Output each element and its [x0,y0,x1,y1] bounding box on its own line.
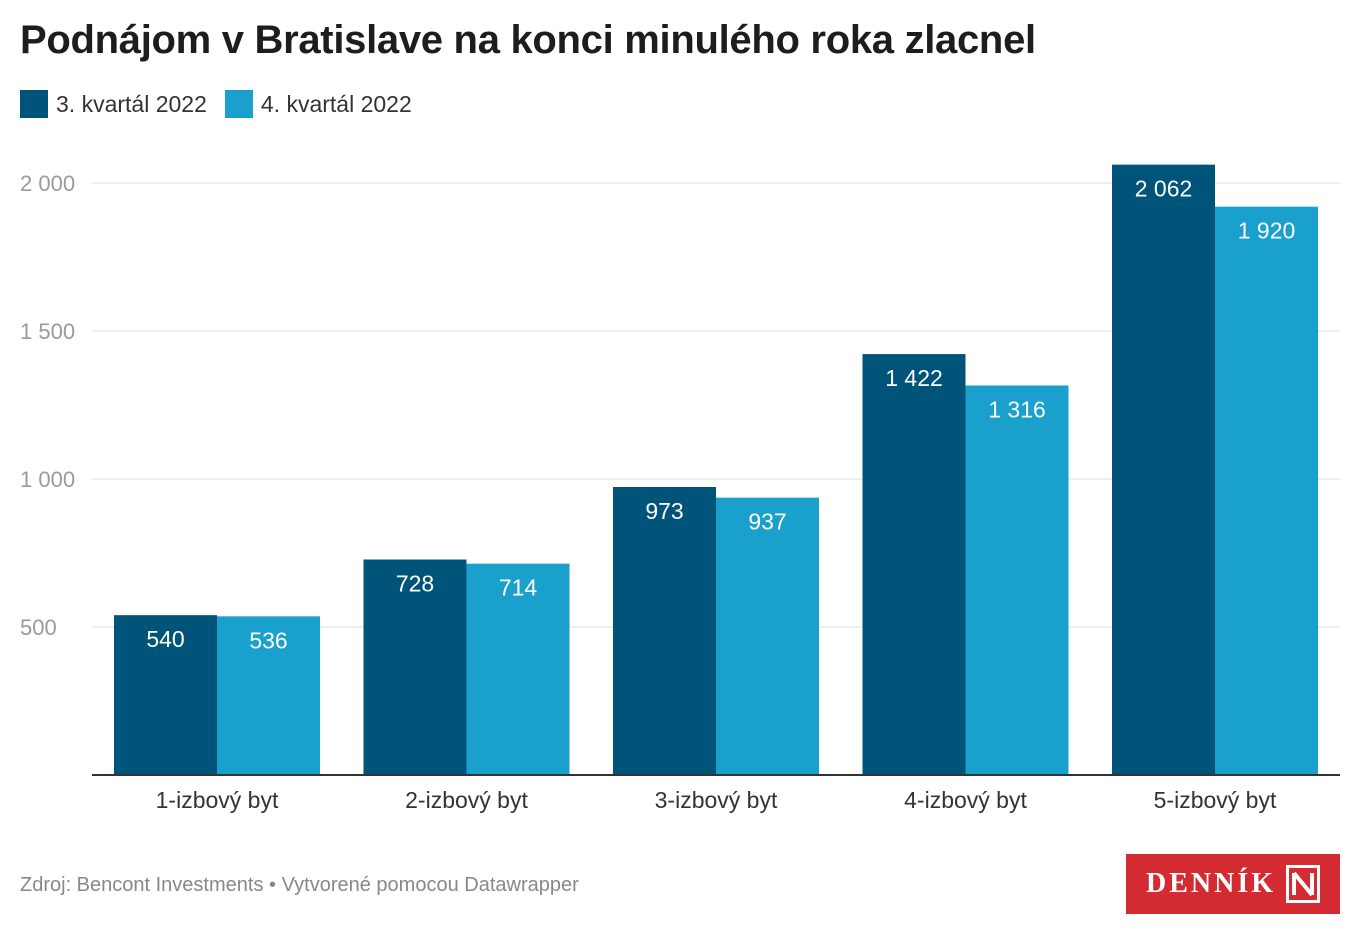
bar [1112,164,1215,775]
bar [466,563,570,775]
x-tick-label: 4-izbový byt [904,787,1027,813]
bar-value-label: 540 [146,626,184,652]
legend-label-q4: 4. kvartál 2022 [260,90,412,117]
bar-value-label: 2 062 [1135,176,1193,202]
bar-value-label: 714 [499,575,538,601]
bar [1215,206,1318,775]
bar-value-label: 1 422 [885,365,943,391]
bar-chart: 500 1 000 1 500 2 000 540 536 1-izbový byt 728 7… [20,164,1340,813]
x-tick-label: 3-izbový byt [655,787,778,813]
y-tick-label: 1 500 [20,319,75,344]
bar-value-label: 728 [396,571,434,597]
chart-title: Podnájom v Bratislave na konci minulého … [20,18,1036,62]
source-footer: Zdroj: Bencont Investments • Vytvorené p… [20,874,579,896]
bar [965,385,1069,775]
bar [613,486,716,775]
legend-label-q3: 3. kvartál 2022 [56,90,207,117]
logo-text: DENNÍK [1145,868,1276,899]
bar-value-label: 536 [249,627,287,653]
x-tick-label: 2-izbový byt [405,787,528,813]
n-logo-icon [1286,865,1320,903]
bar-value-label: 1 316 [988,396,1046,422]
bar [114,615,217,775]
legend-item-q3: 3. kvartál 2022 [20,90,207,118]
bar-value-label: 1 920 [1238,218,1296,244]
y-tick-label: 1 000 [20,467,75,492]
x-tick-label: 5-izbový byt [1154,787,1277,813]
dennik-n-logo[interactable]: DENNÍK [1126,854,1340,914]
legend-item-q4: 4. kvartál 2022 [224,90,412,118]
y-tick-label: 2 000 [20,171,75,196]
legend-swatch-q4 [224,90,253,118]
bar-value-label: 937 [748,509,786,535]
y-tick-label: 500 [20,615,57,640]
bar [716,497,819,775]
bar [862,354,966,775]
bar-value-label: 973 [645,498,683,524]
legend: 3. kvartál 2022 4. kvartál 2022 [20,90,430,118]
bar [363,559,467,775]
bar [217,616,320,775]
x-tick-label: 1-izbový byt [156,787,279,813]
legend-swatch-q3 [20,90,48,118]
